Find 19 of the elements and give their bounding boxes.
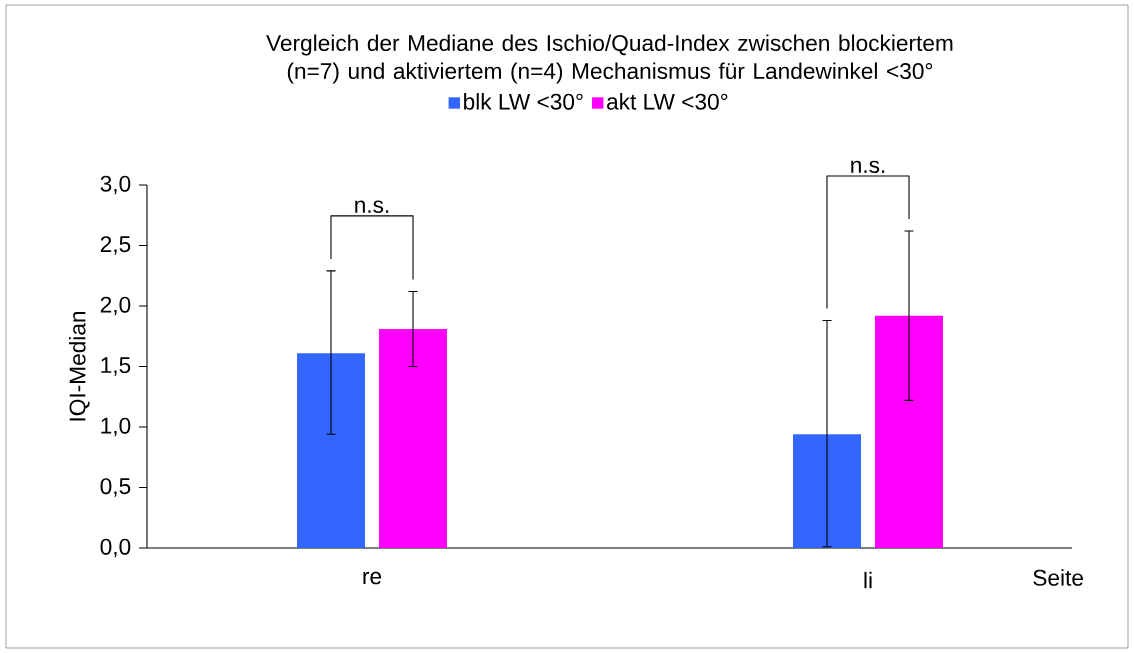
bar: [793, 434, 862, 548]
x-tick-label: re: [363, 571, 382, 585]
y-tick-label: 0,0: [100, 538, 131, 558]
bar: [875, 315, 944, 548]
legend-label: akt LW <30°: [607, 93, 728, 110]
annotation: n.s.: [355, 200, 389, 213]
y-tick-label: 3,0: [100, 175, 131, 195]
x-axis-title: Seite: [1033, 569, 1083, 586]
y-tick-label: 0,5: [100, 478, 131, 497]
legend-label: blk LW <30°: [464, 93, 583, 110]
text: n.s.: [851, 160, 885, 174]
bar: [379, 328, 447, 548]
y-tick-label: 1,5: [101, 357, 131, 376]
y-tick-label: 2,0: [100, 296, 131, 316]
bar: [297, 353, 366, 548]
y-tick-label: 2,5: [100, 236, 131, 255]
y-tick-label: 1,0: [101, 417, 131, 437]
y-axis-title: IQI-Median: [68, 311, 90, 421]
x-tick-label: li: [864, 571, 872, 589]
